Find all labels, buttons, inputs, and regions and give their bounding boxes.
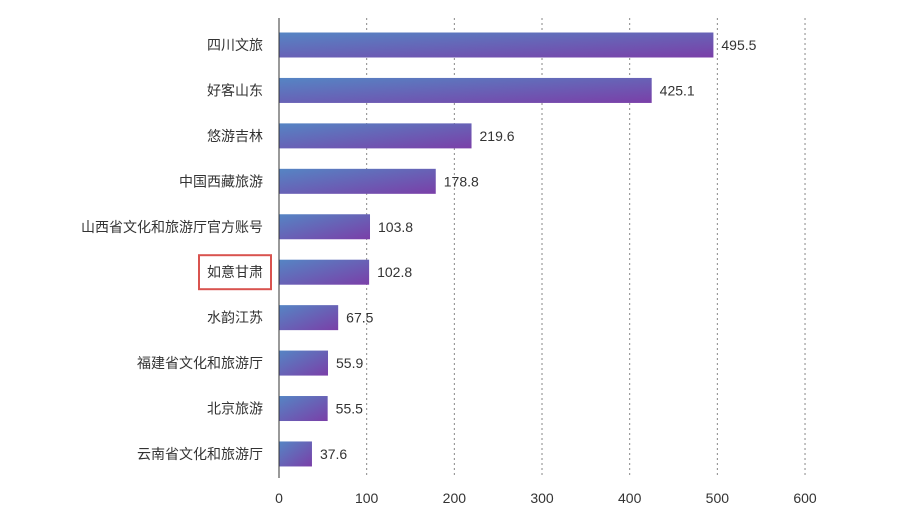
category-label-3: 中国西藏旅游: [179, 174, 263, 190]
bars: [279, 32, 714, 467]
value-label-1: 425.1: [660, 82, 695, 98]
x-tick-label-0: 0: [275, 490, 283, 506]
category-label-4: 山西省文化和旅游厅官方账号: [81, 220, 263, 236]
x-tick-label-100: 100: [355, 490, 379, 506]
bar-3: [279, 168, 436, 194]
category-label-0: 四川文旅: [207, 38, 263, 54]
value-label-6: 67.5: [346, 310, 373, 326]
bar-9: [279, 441, 312, 467]
bar-4: [279, 214, 371, 240]
category-label-2: 悠游吉林: [207, 129, 263, 145]
value-label-5: 102.8: [377, 264, 412, 280]
category-label-7: 福建省文化和旅游厅: [137, 356, 263, 372]
bar-0: [279, 32, 714, 58]
value-label-8: 55.5: [336, 401, 363, 417]
category-label-5: 如意甘肃: [207, 264, 263, 281]
labels: 0 100 200 300 400 500 600 四川文旅 495.5 好客山东 425.1 悠游吉…: [81, 37, 817, 506]
x-tick-label-300: 300: [530, 490, 554, 506]
x-tick-label-600: 600: [793, 490, 817, 506]
bar-7: [279, 350, 329, 376]
value-label-0: 495.5: [721, 37, 756, 53]
value-label-2: 219.6: [480, 128, 515, 144]
x-tick-label-200: 200: [443, 490, 467, 506]
category-label-6: 水韵江苏: [207, 311, 263, 327]
value-label-4: 103.8: [378, 219, 413, 235]
value-label-9: 37.6: [320, 446, 347, 462]
category-label-9: 云南省文化和旅游厅: [137, 447, 263, 463]
bar-8: [279, 396, 328, 422]
value-label-7: 55.9: [336, 355, 363, 371]
x-tick-label-400: 400: [618, 490, 642, 506]
highlight-box: [198, 254, 272, 291]
bar-5: [279, 259, 370, 285]
bar-1: [279, 77, 652, 103]
bar-6: [279, 305, 339, 331]
category-label-8: 北京旅游: [207, 402, 263, 418]
x-tick-label-500: 500: [706, 490, 730, 506]
bar-2: [279, 123, 472, 149]
value-label-3: 178.8: [444, 173, 479, 189]
category-label-1: 好客山东: [207, 82, 263, 99]
